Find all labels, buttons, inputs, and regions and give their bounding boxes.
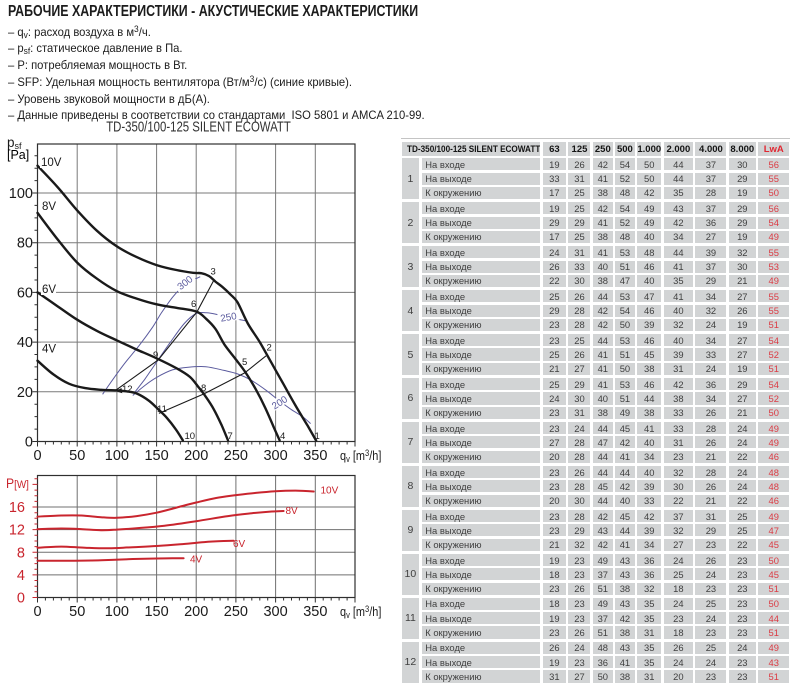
svg-text:350: 350 (303, 604, 327, 620)
svg-text:0: 0 (33, 448, 41, 464)
svg-text:150: 150 (144, 448, 168, 464)
svg-text:7: 7 (228, 431, 233, 442)
svg-text:8V: 8V (286, 506, 299, 517)
svg-text:8: 8 (201, 383, 206, 394)
svg-text:8V: 8V (42, 201, 56, 213)
svg-text:200: 200 (184, 604, 208, 620)
svg-text:4V: 4V (190, 555, 203, 566)
svg-text:4: 4 (280, 431, 285, 442)
svg-text:250: 250 (224, 448, 248, 464)
svg-text:6V: 6V (233, 539, 246, 550)
svg-text:60: 60 (17, 285, 33, 301)
svg-text:8: 8 (17, 545, 25, 561)
svg-text:4: 4 (17, 568, 25, 584)
svg-text:0: 0 (33, 604, 41, 620)
svg-text:1: 1 (315, 431, 320, 442)
svg-text:10: 10 (185, 431, 196, 442)
svg-text:12: 12 (122, 384, 133, 395)
svg-text:150: 150 (144, 604, 168, 620)
svg-text:2: 2 (267, 343, 272, 354)
svg-text:40: 40 (17, 335, 33, 351)
svg-text:250: 250 (220, 311, 239, 325)
svg-text:300: 300 (263, 448, 287, 464)
svg-text:6: 6 (191, 299, 196, 310)
svg-text:16: 16 (9, 500, 25, 516)
svg-text:10V: 10V (321, 486, 339, 497)
svg-text:9: 9 (153, 350, 158, 361)
svg-text:350: 350 (303, 448, 327, 464)
svg-text:12: 12 (9, 523, 25, 539)
svg-text:300: 300 (263, 604, 287, 620)
svg-text:11: 11 (157, 404, 167, 415)
svg-text:qv [m3/h]: qv [m3/h] (340, 603, 381, 620)
svg-text:TD-350/100-125 SILENT ECOWATT: TD-350/100-125 SILENT ECOWATT (106, 118, 291, 135)
svg-text:[Pa]: [Pa] (7, 148, 29, 162)
svg-text:3: 3 (211, 267, 216, 278)
svg-text:80: 80 (17, 236, 33, 252)
svg-text:20: 20 (17, 385, 33, 401)
svg-text:5: 5 (242, 357, 247, 368)
svg-text:250: 250 (224, 604, 248, 620)
svg-text:6V: 6V (42, 284, 56, 296)
svg-text:10V: 10V (41, 157, 62, 169)
svg-text:0: 0 (25, 435, 33, 451)
svg-text:qv [m3/h]: qv [m3/h] (340, 447, 381, 464)
svg-text:100: 100 (105, 448, 129, 464)
svg-text:100: 100 (105, 604, 129, 620)
svg-text:0: 0 (17, 591, 25, 607)
svg-text:50: 50 (69, 604, 85, 620)
svg-text:P[W]: P[W] (6, 475, 29, 491)
svg-text:50: 50 (69, 448, 85, 464)
svg-text:100: 100 (9, 186, 33, 202)
svg-text:4V: 4V (42, 344, 56, 356)
svg-text:200: 200 (184, 448, 208, 464)
